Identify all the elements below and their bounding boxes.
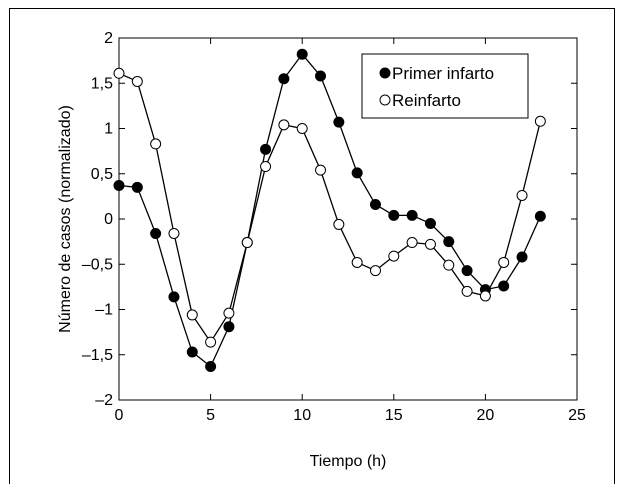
y-tick-label: –1,5 [82, 347, 113, 364]
x-tick-label: 0 [115, 407, 124, 424]
data-point-reinfarto [461, 285, 473, 297]
data-point-reinfarto [406, 237, 418, 249]
data-point-reinfarto [534, 115, 546, 127]
data-point-reinfarto [223, 307, 235, 319]
data-point-primer-infarto [351, 167, 363, 179]
x-tick-label: 5 [206, 407, 215, 424]
data-point-reinfarto [113, 67, 125, 79]
legend-marker-reinfarto [379, 94, 391, 106]
data-point-primer-infarto [443, 236, 455, 248]
data-point-primer-infarto [498, 280, 510, 292]
data-point-primer-infarto [516, 251, 528, 263]
legend: Primer infarto Reinfarto [361, 53, 529, 119]
data-point-primer-infarto [150, 227, 162, 239]
data-point-primer-infarto [406, 209, 418, 221]
x-tick-label: 20 [477, 407, 495, 424]
y-tick-label: 2 [104, 30, 113, 47]
data-point-primer-infarto [315, 70, 327, 82]
legend-box [361, 53, 529, 119]
x-tick-label: 10 [293, 407, 311, 424]
x-tick-label: 25 [568, 407, 586, 424]
data-point-reinfarto [186, 309, 198, 321]
data-point-reinfarto [315, 164, 327, 176]
data-point-primer-infarto [296, 48, 308, 60]
data-point-primer-infarto [205, 361, 217, 373]
data-point-primer-infarto [461, 265, 473, 277]
data-point-primer-infarto [534, 210, 546, 222]
data-point-primer-infarto [223, 321, 235, 333]
data-point-reinfarto [351, 256, 363, 268]
data-point-reinfarto [424, 238, 436, 250]
y-tick-label: –0,5 [82, 256, 113, 273]
data-point-reinfarto [278, 119, 290, 131]
data-point-primer-infarto [131, 181, 143, 193]
data-point-primer-infarto [168, 291, 180, 303]
data-point-reinfarto [131, 75, 143, 87]
y-tick-label: –1 [95, 302, 113, 319]
y-axis-label: Número de casos (normalizado) [57, 105, 74, 333]
data-point-reinfarto [296, 123, 308, 134]
data-point-reinfarto [388, 250, 400, 262]
legend-marker-primer-infarto [379, 67, 391, 79]
data-point-reinfarto [443, 259, 455, 271]
data-point-reinfarto [498, 256, 510, 268]
data-point-primer-infarto [278, 73, 290, 85]
data-point-reinfarto [479, 290, 491, 302]
x-tick-label: 15 [385, 407, 403, 424]
y-tick-label: 0 [104, 211, 113, 228]
legend-label-reinfarto: Reinfarto [392, 91, 461, 110]
data-point-reinfarto [333, 218, 345, 230]
y-tick-label: –2 [95, 392, 113, 409]
legend-label-primer-infarto: Primer infarto [392, 64, 494, 83]
data-point-primer-infarto [369, 199, 381, 211]
axis-ticks: 0 5 10 15 20 25 –2 –1,5 –1 –0,5 0 0,5 1 1,5 2 [82, 30, 586, 424]
data-point-reinfarto [369, 265, 381, 277]
y-tick-label: 1 [104, 121, 113, 138]
data-point-primer-infarto [333, 116, 345, 128]
data-point-reinfarto [205, 336, 217, 348]
data-point-primer-infarto [388, 209, 400, 221]
data-point-primer-infarto [186, 346, 198, 358]
x-axis-label: Tiempo (h) [310, 453, 387, 470]
series-layer [113, 48, 546, 373]
figure-frame [9, 8, 615, 484]
data-point-reinfarto [168, 227, 180, 239]
y-tick-label: 1,5 [91, 75, 113, 92]
data-point-reinfarto [260, 161, 272, 173]
data-point-reinfarto [241, 237, 253, 249]
data-point-reinfarto [150, 138, 162, 150]
data-point-reinfarto [516, 189, 528, 201]
data-point-primer-infarto [424, 218, 436, 230]
y-tick-label: 0,5 [91, 166, 113, 183]
data-point-primer-infarto [113, 180, 125, 192]
data-point-primer-infarto [260, 143, 272, 155]
